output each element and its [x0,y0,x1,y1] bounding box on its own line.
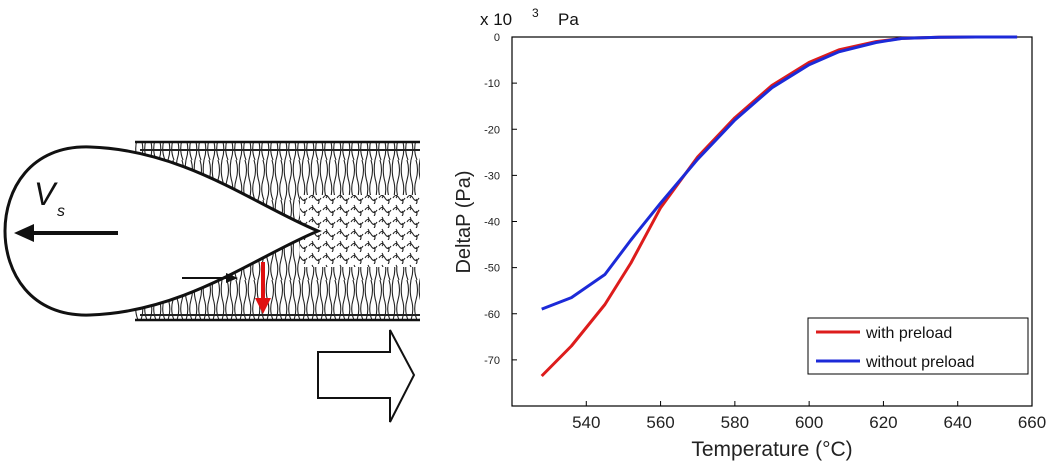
series-line-without-preload [541,35,1018,311]
velocity-arrow-icon [14,224,118,242]
velocity-subscript: s [57,203,65,220]
axis-exponent-power: 3 [532,6,539,20]
x-tick-label: 620 [869,413,897,432]
y-tick-label: -70 [484,355,500,367]
legend-entry-without-preload: without preload [865,354,975,371]
y-tick-label: -50 [484,263,500,275]
red-down-arrow-icon [255,262,271,314]
x-axis: 540 560 580 600 620 640 660 [572,401,1046,432]
axis-exponent-unit: Pa [558,10,579,29]
y-tick-label: -30 [484,170,500,182]
x-tick-label: 540 [572,413,600,432]
y-tick-label: 0 [494,32,500,44]
velocity-symbol: V [34,176,58,212]
y-axis: 0 -10 -20 -30 -40 -50 -60 -70 [484,32,517,367]
y-tick-label: -10 [484,78,500,90]
x-tick-label: 660 [1018,413,1046,432]
x-tick-label: 560 [646,413,674,432]
weld-pool-outline [3,145,322,317]
y-tick-label: -20 [484,124,500,136]
y-tick-label: -40 [484,217,500,229]
y-tick-label: -60 [484,309,500,321]
pointer-arrow-icon [182,273,238,283]
weld-diagram: V s [3,140,420,322]
axis-exponent-base: x 10 [480,10,512,29]
series-lines [540,35,1018,378]
x-tick-label: 580 [721,413,749,432]
y-axis-label: DeltaP (Pa) [453,170,475,273]
x-tick-label: 640 [944,413,972,432]
hollow-right-arrow-icon [317,329,416,423]
legend-entry-with-preload: with preload [865,325,952,342]
x-tick-label: 600 [795,413,823,432]
deltap-chart: 0 -10 -20 -30 -40 -50 -60 -70 540 560 580 600 620 64… [453,6,1046,461]
x-axis-label: Temperature (°C) [691,438,852,461]
legend: with preload without preload [807,317,1029,375]
